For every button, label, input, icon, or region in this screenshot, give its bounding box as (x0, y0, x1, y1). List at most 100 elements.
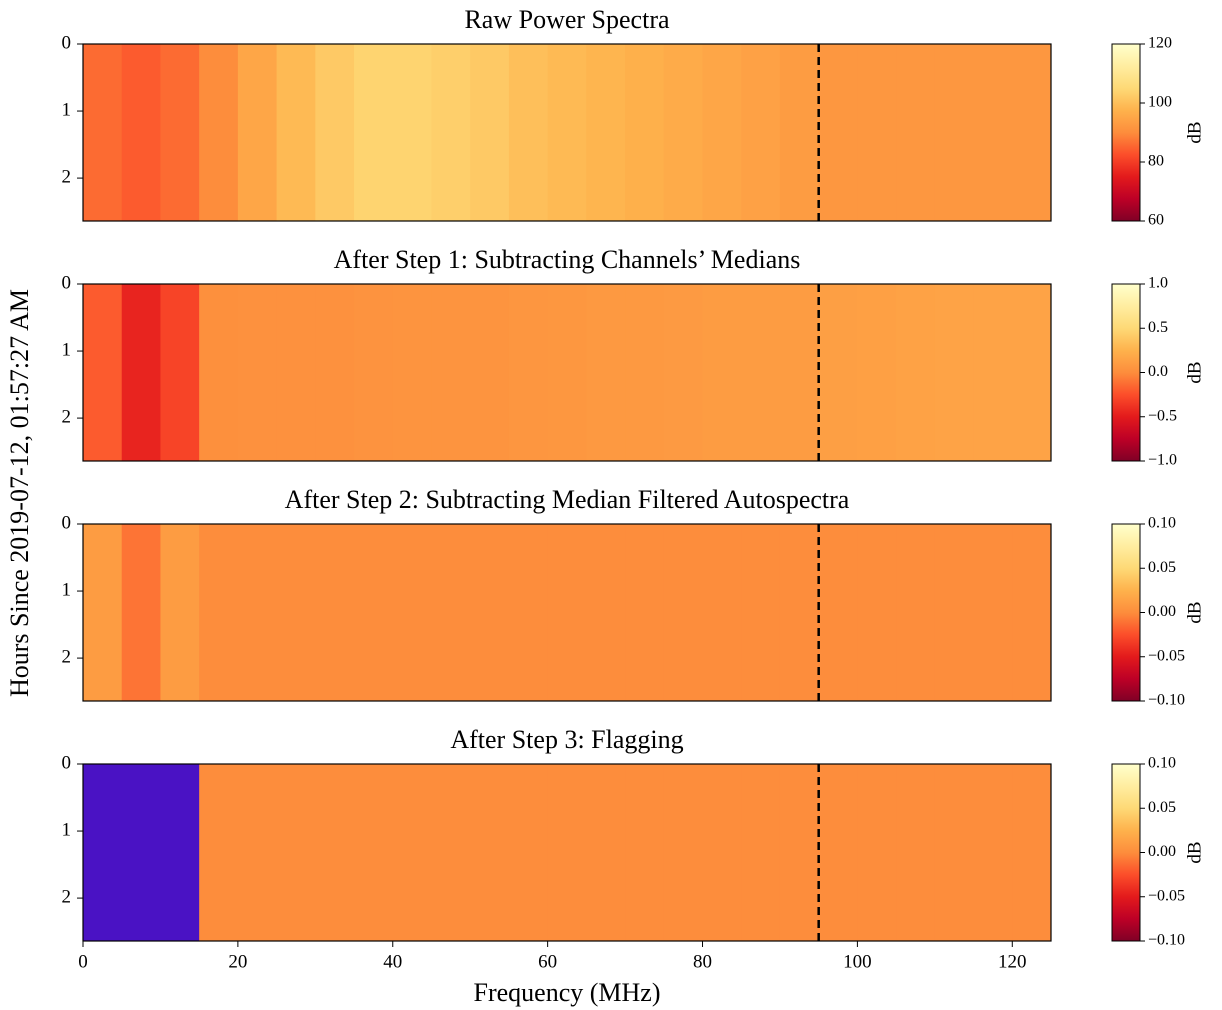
y-tick-label: 0 (62, 512, 72, 533)
heatmap-cell (741, 524, 781, 701)
heatmap-cell (663, 44, 704, 221)
heatmap-cell (315, 764, 355, 941)
heatmap-cell (896, 764, 936, 941)
colorbar-tick-label: 0.10 (1148, 515, 1176, 532)
colorbar-tick-label: 120 (1148, 35, 1172, 52)
heatmap-cell (586, 524, 626, 701)
heatmap-cell (625, 764, 665, 941)
heatmap-cell (508, 764, 549, 941)
colorbar-tick-label: 0.5 (1148, 319, 1168, 336)
heatmap-cell (818, 284, 858, 461)
colorbar-tick-label: −0.5 (1148, 407, 1177, 424)
heatmap-cell (586, 284, 626, 461)
heatmap-cell (83, 44, 123, 221)
heatmap-cell (1012, 284, 1052, 461)
x-axis-label: Frequency (MHz) (474, 978, 661, 1007)
colorbar-tick-label: −1.0 (1148, 452, 1177, 469)
heatmap-cell (470, 284, 510, 461)
heatmap-cell (625, 524, 665, 701)
colorbar-tick-label: −0.10 (1148, 932, 1185, 949)
colorbar-tick-label: −0.05 (1148, 647, 1185, 664)
heatmap-cell (199, 764, 239, 941)
heatmap-cell (934, 524, 975, 701)
heatmap-cell (470, 764, 510, 941)
heatmap-cell (276, 44, 316, 221)
heatmap-cell (741, 764, 781, 941)
heatmap-cell (547, 764, 587, 941)
y-tick-label: 1 (62, 339, 72, 360)
y-tick-label: 1 (62, 99, 72, 120)
heatmap-cell (547, 44, 587, 221)
x-tick-label: 0 (78, 951, 88, 972)
heatmap-cell (586, 44, 626, 221)
colorbar-label: dB (1184, 841, 1205, 863)
y-tick-label: 0 (62, 752, 72, 773)
heatmap-cell (857, 284, 897, 461)
heatmap-cell (354, 764, 394, 941)
heatmap-cell (663, 284, 704, 461)
x-tick-label: 120 (998, 951, 1027, 972)
heatmap-cell (779, 524, 820, 701)
heatmap-cell (470, 524, 510, 701)
heatmap-cell (83, 524, 123, 701)
y-tick-label: 2 (62, 166, 72, 187)
heatmap-cell (663, 524, 704, 701)
heatmap-cell (354, 44, 394, 221)
heatmap-cell (237, 44, 278, 221)
heatmap-cell (315, 524, 355, 701)
plot-frame (82, 763, 1052, 942)
heatmap-cell (392, 764, 432, 941)
colorbar-tick-label: 100 (1148, 94, 1172, 111)
heatmap-cell (470, 44, 510, 221)
heatmap-cell (83, 284, 123, 461)
panel-title: After Step 3: Flagging (450, 725, 683, 754)
heatmap-cell (934, 44, 975, 221)
heatmap-cell (896, 284, 936, 461)
x-tick-label: 60 (538, 951, 557, 972)
heatmap-cell (857, 764, 897, 941)
heatmap-cell (121, 44, 161, 221)
heatmap-cell (354, 284, 394, 461)
y-axis-label: Hours Since 2019-07-12, 01:57:27 AM (5, 289, 34, 697)
heatmap-cell (547, 524, 587, 701)
heatmap-cell (431, 284, 471, 461)
colorbar-tick-label: 80 (1148, 153, 1164, 170)
heatmap-cell (315, 44, 355, 221)
flagged-region (160, 764, 200, 941)
x-tick-label: 20 (228, 951, 247, 972)
colorbar-label: dB (1184, 601, 1205, 623)
plot-frame (82, 523, 1052, 702)
heatmap-cell (702, 524, 742, 701)
y-tick-label: 2 (62, 406, 72, 427)
heatmap-cell (625, 44, 665, 221)
heatmap-cell (818, 764, 858, 941)
heatmap-cell (779, 764, 820, 941)
heatmap-cell (121, 524, 161, 701)
heatmap-cell (741, 284, 781, 461)
heatmap-cell (586, 764, 626, 941)
y-tick-label: 0 (62, 272, 72, 293)
colorbar-tick-label: 0.05 (1148, 799, 1176, 816)
heatmap-cell (896, 524, 936, 701)
heatmap-cell (237, 284, 278, 461)
heatmap-cell (973, 764, 1013, 941)
heatmap-cell (508, 44, 549, 221)
colorbar-tick-label: −0.10 (1148, 692, 1185, 709)
y-tick-label: 1 (62, 819, 72, 840)
colorbar-tick-label: 0.0 (1148, 363, 1168, 380)
heatmap-cell (973, 44, 1013, 221)
heatmap-cell (237, 764, 278, 941)
heatmap-cell (818, 44, 858, 221)
heatmap-cell (934, 764, 975, 941)
heatmap-cell (121, 284, 161, 461)
heatmap-cell (237, 524, 278, 701)
y-tick-label: 1 (62, 579, 72, 600)
heatmap-cell (392, 44, 432, 221)
heatmap-cell (431, 764, 471, 941)
heatmap-cell (199, 524, 239, 701)
heatmap-cell (896, 44, 936, 221)
plot-frame (82, 43, 1052, 222)
colorbar-tick-label: 0.05 (1148, 559, 1176, 576)
heatmap-cell (702, 44, 742, 221)
